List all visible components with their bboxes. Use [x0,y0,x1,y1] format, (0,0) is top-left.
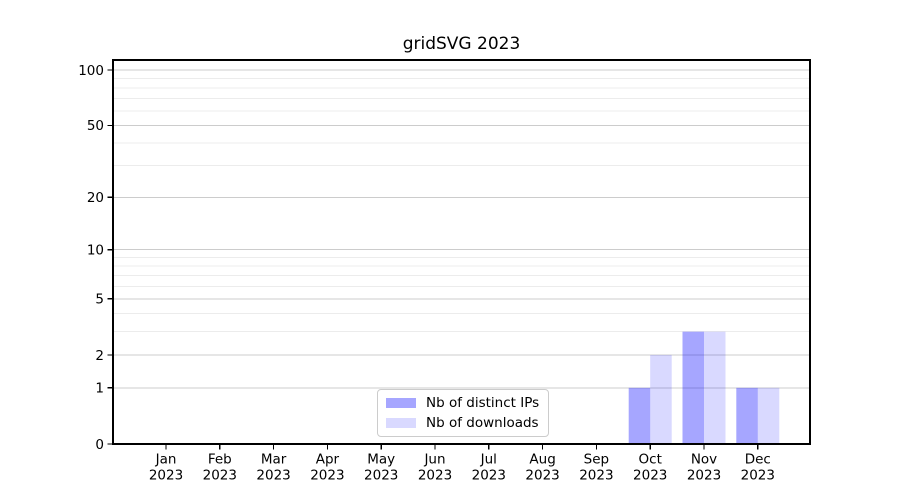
y-tick-label: 100 [78,63,104,79]
x-tick-label-year: 2023 [741,468,775,484]
x-tick-label-month: Oct [639,452,662,468]
legend-label-distinct-ips: Nb of distinct IPs [426,395,540,411]
y-tick-label: 2 [95,348,104,364]
x-tick-label-month: Dec [745,452,771,468]
x-tick-label-month: Nov [691,452,717,468]
x-tick-label-year: 2023 [525,468,559,484]
legend-label-downloads: Nb of downloads [426,415,539,431]
x-tick-label-month: Feb [208,452,232,468]
y-tick-label: 10 [87,242,104,258]
plot-frame [112,59,811,445]
x-tick-label-year: 2023 [310,468,344,484]
x-tick-label-year: 2023 [579,468,613,484]
x-tick-label-month: Apr [316,452,340,468]
x-tick-label-month: Mar [261,452,287,468]
x-tick-label-year: 2023 [418,468,452,484]
chart-legend: Nb of distinct IPs Nb of downloads [377,389,550,437]
x-tick-label-month: Sep [584,452,609,468]
x-tick-label-year: 2023 [364,468,398,484]
x-tick-label-month: Jan [155,452,177,468]
legend-item-downloads: Nb of downloads [386,414,539,432]
x-tick-label-year: 2023 [687,468,721,484]
x-tick-label-month: May [367,452,395,468]
y-tick-label: 0 [95,437,104,453]
bar-nov-series0 [682,331,704,444]
legend-swatch-distinct-ips-icon [386,398,416,408]
y-tick-label: 20 [87,190,104,206]
y-tick-label: 50 [87,118,104,134]
bar-oct-series1 [650,354,672,444]
x-tick-label-year: 2023 [633,468,667,484]
bar-nov-series1 [704,331,726,444]
x-tick-label-month: Aug [529,452,555,468]
x-tick-label-year: 2023 [203,468,237,484]
x-tick-label-year: 2023 [256,468,290,484]
legend-item-distinct-ips: Nb of distinct IPs [386,394,539,412]
bar-oct-series0 [628,387,651,444]
x-tick-label-month: Jul [480,452,497,468]
x-tick-label-year: 2023 [472,468,506,484]
y-tick-label: 5 [95,292,104,308]
x-tick-label-month: Jun [423,452,445,468]
bar-dec-series1 [757,387,780,444]
x-tick-label-year: 2023 [149,468,183,484]
bar-dec-series0 [736,387,758,444]
y-tick-label: 1 [95,381,104,397]
legend-swatch-downloads-icon [386,418,416,428]
chart-title: gridSVG 2023 [402,34,521,54]
